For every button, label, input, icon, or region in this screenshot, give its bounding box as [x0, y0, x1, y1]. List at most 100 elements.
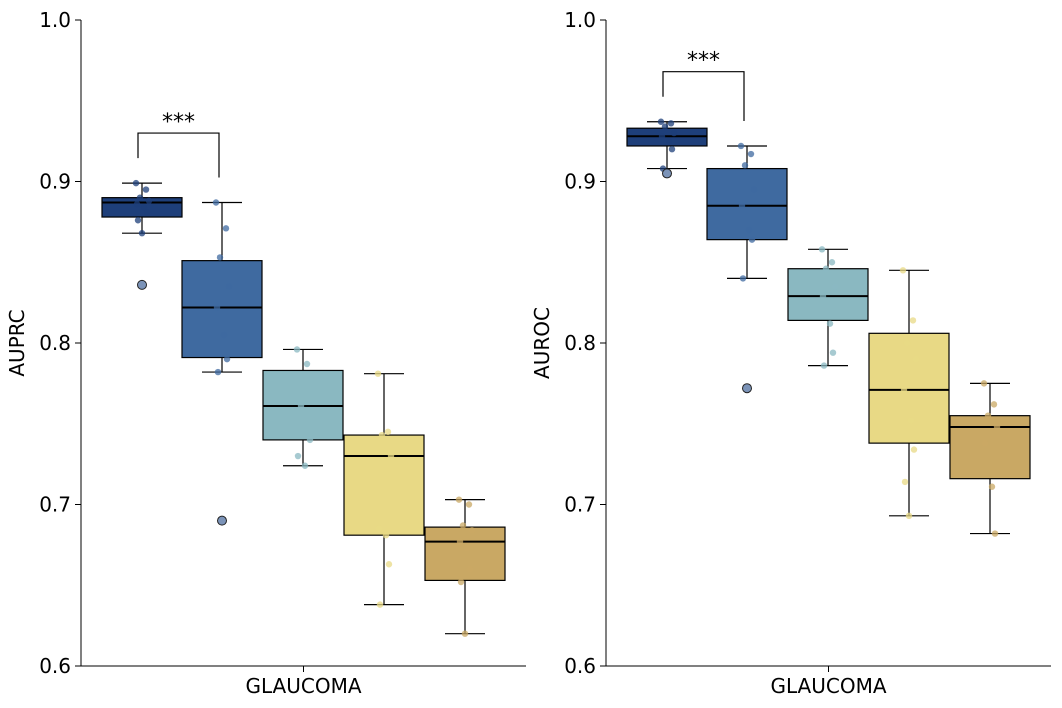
- data-point: [912, 355, 920, 363]
- iqr-box: [343, 434, 425, 536]
- y-tick-label: 0.8: [39, 331, 71, 355]
- data-point: [739, 275, 747, 282]
- data-point: [138, 229, 146, 237]
- data-point: [738, 202, 746, 209]
- data-point: [461, 630, 469, 637]
- y-tick-label: 1.0: [39, 8, 71, 32]
- data-point: [459, 522, 467, 529]
- data-point: [828, 259, 836, 266]
- data-point: [981, 439, 989, 447]
- iqr-box: [181, 260, 263, 359]
- outlier-point: [662, 168, 672, 179]
- data-point: [818, 246, 826, 253]
- data-point: [145, 197, 153, 205]
- data-point: [225, 283, 233, 290]
- data-point: [819, 292, 827, 300]
- data-point: [899, 267, 907, 274]
- data-point: [658, 133, 666, 140]
- data-point: [745, 226, 753, 234]
- data-point: [748, 236, 756, 243]
- data-point: [387, 452, 395, 460]
- data-point: [988, 483, 996, 490]
- data-point: [466, 565, 474, 573]
- data-point: [661, 123, 669, 130]
- data-point: [303, 360, 311, 368]
- y-tick-label: 0.6: [39, 654, 71, 678]
- y-axis-label: AUPRC: [5, 309, 29, 376]
- y-axis-label: AUROC: [530, 307, 554, 379]
- data-point: [991, 530, 999, 537]
- significance-bracket: [137, 132, 220, 178]
- data-point: [901, 478, 909, 486]
- data-point: [750, 186, 758, 193]
- x-axis-label: GLAUCOMA: [245, 674, 361, 698]
- data-point: [301, 462, 309, 469]
- data-point: [376, 601, 384, 608]
- iqr-box: [424, 526, 506, 582]
- data-point: [142, 186, 150, 193]
- outlier-point: [742, 383, 752, 394]
- y-tick-label: 1.0: [564, 8, 596, 32]
- data-point: [903, 339, 911, 347]
- data-point: [455, 496, 463, 503]
- significance-bracket: [662, 71, 745, 121]
- box-group-4: [868, 267, 950, 520]
- data-point: [980, 380, 988, 387]
- data-point: [134, 217, 142, 224]
- iqr-box: [787, 268, 869, 321]
- y-tick-label: 0.9: [564, 170, 596, 194]
- outlier-point: [217, 515, 227, 526]
- data-point: [133, 200, 141, 208]
- data-point: [741, 162, 749, 169]
- data-point: [737, 142, 745, 150]
- data-point: [136, 194, 144, 201]
- data-point: [822, 265, 830, 272]
- y-tick-label: 0.6: [564, 654, 596, 678]
- box-group-4: [343, 370, 425, 608]
- data-point: [214, 368, 222, 376]
- box-group-2: [706, 142, 788, 394]
- data-point: [984, 412, 992, 419]
- box-group-5: [424, 496, 506, 637]
- data-point: [212, 199, 220, 206]
- iqr-box: [868, 332, 950, 444]
- data-point: [457, 578, 465, 586]
- data-point: [456, 538, 464, 545]
- data-point: [143, 208, 151, 216]
- data-point: [465, 501, 473, 508]
- data-point: [294, 452, 302, 460]
- box-group-2: [181, 199, 263, 526]
- data-point: [831, 283, 839, 290]
- data-point: [820, 362, 828, 369]
- data-point: [670, 129, 678, 137]
- box-group-1: [101, 179, 183, 290]
- data-point: [374, 370, 382, 377]
- data-point: [667, 120, 675, 127]
- data-point: [990, 401, 998, 408]
- significance-label: ***: [162, 110, 195, 135]
- y-tick-label: 0.7: [39, 493, 71, 517]
- data-point: [993, 423, 1001, 431]
- data-point: [909, 317, 917, 324]
- auprc-panel: 0.6 0.7 0.8 0.9 1.0 GLAUCOMA AUPRC ***: [5, 8, 526, 698]
- data-point: [132, 179, 140, 187]
- data-point: [900, 386, 908, 394]
- data-point: [306, 436, 314, 444]
- box-group-1: [626, 118, 708, 179]
- box-group-3: [787, 246, 869, 369]
- data-point: [384, 428, 392, 436]
- data-point: [293, 346, 301, 353]
- auroc-panel: 0.6 0.7 0.8 0.9 1.0 GLAUCOMA AUROC ***: [530, 8, 1051, 698]
- data-point: [140, 204, 148, 211]
- data-point: [297, 402, 305, 410]
- data-point: [220, 331, 228, 339]
- data-point: [213, 304, 221, 311]
- data-point: [747, 150, 755, 158]
- data-point: [829, 349, 837, 356]
- data-point: [826, 320, 834, 327]
- data-point: [375, 525, 383, 532]
- y-tick-label: 0.7: [564, 493, 596, 517]
- box-group-3: [262, 346, 344, 469]
- x-axis-label: GLAUCOMA: [770, 674, 886, 698]
- box-group-5: [949, 380, 1031, 537]
